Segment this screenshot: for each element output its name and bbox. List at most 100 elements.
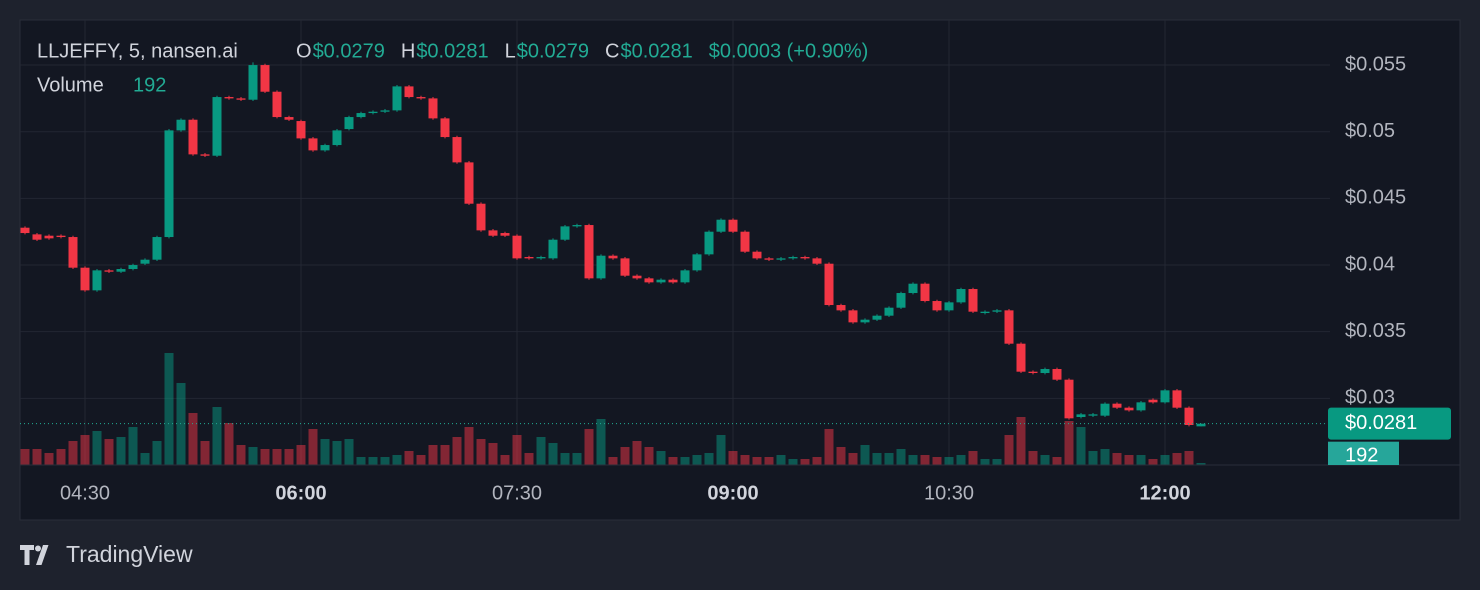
volume-bar (1112, 453, 1122, 465)
candle-body (944, 302, 954, 311)
candle-body (872, 315, 882, 320)
volume-bar (1064, 421, 1074, 465)
candle-body (248, 65, 258, 100)
volume-bar (692, 455, 702, 465)
volume-bar (284, 449, 294, 465)
candle-body (1004, 310, 1014, 344)
x-tick-label: 12:00 (1139, 482, 1190, 504)
volume-bar (1148, 459, 1158, 465)
volume-bar (356, 457, 366, 465)
ohlc-key: L (505, 40, 516, 62)
candle-body (752, 251, 762, 259)
volume-bar (476, 439, 486, 465)
volume-bar (1124, 455, 1134, 465)
volume-tag (1328, 441, 1399, 465)
candle-body (836, 305, 846, 311)
volume-bar (860, 445, 870, 465)
candle-body (20, 227, 30, 234)
volume-bar (716, 435, 726, 465)
volume-bar (596, 419, 606, 465)
candle-body (188, 119, 198, 155)
volume-bar (248, 447, 258, 465)
candle-body (404, 86, 414, 98)
candle-body (932, 301, 942, 311)
volume-bar (656, 451, 666, 465)
candle-body (1040, 369, 1050, 374)
candle-body (608, 255, 618, 259)
candle-body (380, 110, 390, 112)
volume-bar (404, 451, 414, 465)
volume-bar (488, 443, 498, 465)
volume-bar (968, 451, 978, 465)
brand-icon-dot (35, 545, 41, 552)
volume-bar (956, 455, 966, 465)
candle-body (464, 162, 474, 204)
volume-bar (848, 453, 858, 465)
volume-bar (884, 453, 894, 465)
volume-bar (620, 447, 630, 465)
volume-bar (500, 455, 510, 465)
brand-name: TradingView (66, 541, 193, 567)
candle-body (956, 289, 966, 303)
brand-icon (20, 545, 49, 565)
candle-body (272, 91, 282, 118)
volume-bar (128, 427, 138, 465)
candle-body (860, 319, 870, 323)
candle-body (692, 254, 702, 271)
volume-bar (1028, 451, 1038, 465)
volume-bar (44, 453, 54, 465)
volume-bar (632, 441, 642, 465)
candle-body (1076, 414, 1086, 418)
candle-body (908, 283, 918, 294)
candle-body (680, 270, 690, 283)
volume-bar (1004, 435, 1014, 465)
candle-body (1124, 407, 1134, 411)
volume-bar (584, 429, 594, 465)
candle-body (644, 278, 654, 283)
candle-body (740, 231, 750, 252)
volume-bar (560, 453, 570, 465)
volume-bar (416, 455, 426, 465)
y-tick-label: $0.045 (1345, 187, 1406, 209)
candle-body (728, 219, 738, 232)
ohlc-value: $0.0279 (517, 40, 589, 62)
candle-body (368, 111, 378, 114)
volume-bar (704, 453, 714, 465)
candle-body (140, 259, 150, 264)
volume-bar (740, 455, 750, 465)
candle-body (800, 257, 810, 259)
candle-body (128, 265, 138, 270)
candle-body (80, 267, 90, 291)
candle-body (980, 311, 990, 314)
candle-body (332, 130, 342, 146)
volume-bar (728, 451, 738, 465)
price-tags: $0.0281 192 (20, 407, 1451, 467)
x-tick-label: 09:00 (707, 482, 758, 504)
volume-bar (164, 353, 174, 465)
candle-body (344, 117, 354, 130)
candle-body (356, 113, 366, 118)
candle-body (668, 279, 678, 283)
volume-bar (260, 449, 270, 465)
volume-bar (788, 459, 798, 465)
ohlc-legend: O $0.0279 H $0.0281 L $0.0279 C $0.0281 $0.0003 … (296, 40, 868, 62)
candle-body (704, 231, 714, 255)
ohlc-key: O (296, 40, 312, 62)
candle-body (488, 230, 498, 236)
candle-body (536, 257, 546, 259)
volume-bar (932, 457, 942, 465)
candle-body (620, 258, 630, 276)
volume-bar (644, 447, 654, 465)
candle-body (776, 258, 786, 260)
volume-bar (452, 437, 462, 465)
candle-body (176, 119, 186, 131)
volume-bar (764, 457, 774, 465)
candle-body (416, 97, 426, 99)
volume-bar (1184, 451, 1194, 465)
volume-label: Volume (37, 74, 104, 96)
volume-bar (1160, 455, 1170, 465)
candle-body (260, 65, 270, 92)
volume-bar (56, 449, 66, 465)
volume-bar (1100, 449, 1110, 465)
